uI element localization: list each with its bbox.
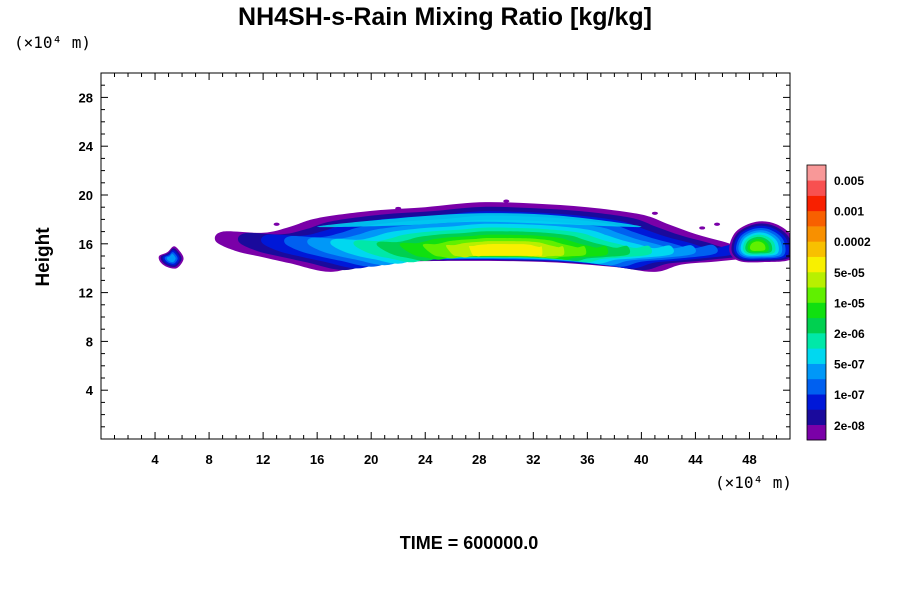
colorbar-label: 1e-05 <box>834 296 865 310</box>
colorbar: 0.005 0.001 0.0002 5e-05 1e-05 2e-06 5e-07 1e-0… <box>806 164 871 441</box>
colorbar-cell <box>807 409 826 426</box>
x-tick-label: 16 <box>310 452 324 467</box>
colorbar-cell <box>807 256 826 273</box>
colorbar-label: 0.0002 <box>834 235 871 249</box>
x-tick-label: 44 <box>688 452 703 467</box>
y-axis-label: Height <box>33 227 54 287</box>
colorbar-cell <box>807 348 826 364</box>
contour-speck <box>503 199 510 203</box>
y-tick-label: 28 <box>79 90 93 105</box>
contour-band <box>749 241 766 251</box>
colorbar-cell <box>807 165 826 181</box>
colorbar-label: 2e-06 <box>834 327 865 341</box>
y-tick-label: 24 <box>79 139 94 154</box>
y-tick-label: 12 <box>79 286 93 301</box>
colorbar-cell <box>807 180 826 196</box>
contour-speck <box>273 222 280 226</box>
colorbar-cell <box>807 333 826 349</box>
colorbar-label: 2e-08 <box>834 419 865 433</box>
colorbar-cell <box>807 287 826 303</box>
contour-band <box>317 213 642 228</box>
plot-data <box>158 199 790 272</box>
colorbar-cell <box>807 271 826 288</box>
contour-speck <box>699 226 706 230</box>
y-tick-label: 20 <box>79 188 93 203</box>
contour-speck <box>395 206 402 211</box>
x-tick-label: 48 <box>742 452 756 467</box>
x-axis-unit: (×10⁴ m) <box>715 473 792 492</box>
x-tick-label: 8 <box>205 452 212 467</box>
y-tick-label: 4 <box>86 383 94 398</box>
colorbar-cell <box>807 363 826 380</box>
contour-band <box>469 244 543 257</box>
x-tick-label: 24 <box>418 452 433 467</box>
time-label: TIME = 600000.0 <box>400 533 539 553</box>
colorbar-label: 0.001 <box>834 205 864 219</box>
colorbar-cell <box>807 378 826 395</box>
colorbar-cell <box>807 195 826 212</box>
x-tick-label: 40 <box>634 452 648 467</box>
colorbar-label: 5e-05 <box>834 266 865 280</box>
x-tick-label: 4 <box>151 452 159 467</box>
y-tick-label: 16 <box>79 237 93 252</box>
chart-title: NH4SH-s-Rain Mixing Ratio [kg/kg] <box>238 3 652 31</box>
colorbar-label: 1e-07 <box>834 388 865 402</box>
colorbar-label: 0.005 <box>834 174 864 188</box>
contour-speck <box>651 211 658 215</box>
contour-speck <box>714 222 721 226</box>
x-tick-label: 36 <box>580 452 594 467</box>
colorbar-cell <box>807 210 826 227</box>
x-tick-label: 12 <box>256 452 270 467</box>
y-axis-unit: (×10⁴ m) <box>14 33 91 52</box>
colorbar-cell <box>807 302 826 319</box>
y-tick-label: 8 <box>86 334 93 349</box>
colorbar-cell <box>807 241 826 257</box>
contour-band <box>166 254 176 263</box>
colorbar-cell <box>807 394 826 410</box>
colorbar-frame <box>806 164 827 441</box>
x-tick-label: 20 <box>364 452 378 467</box>
x-tick-label: 28 <box>472 452 486 467</box>
colorbar-cell <box>807 424 826 441</box>
x-axis: 4 8 12 16 20 24 28 32 36 40 44 48 <box>114 73 777 467</box>
colorbar-label: 5e-07 <box>834 358 865 372</box>
x-tick-label: 32 <box>526 452 540 467</box>
colorbar-cell <box>807 317 826 334</box>
colorbar-cell <box>807 226 826 242</box>
y-axis: 4 8 12 16 20 24 28 <box>79 84 790 428</box>
